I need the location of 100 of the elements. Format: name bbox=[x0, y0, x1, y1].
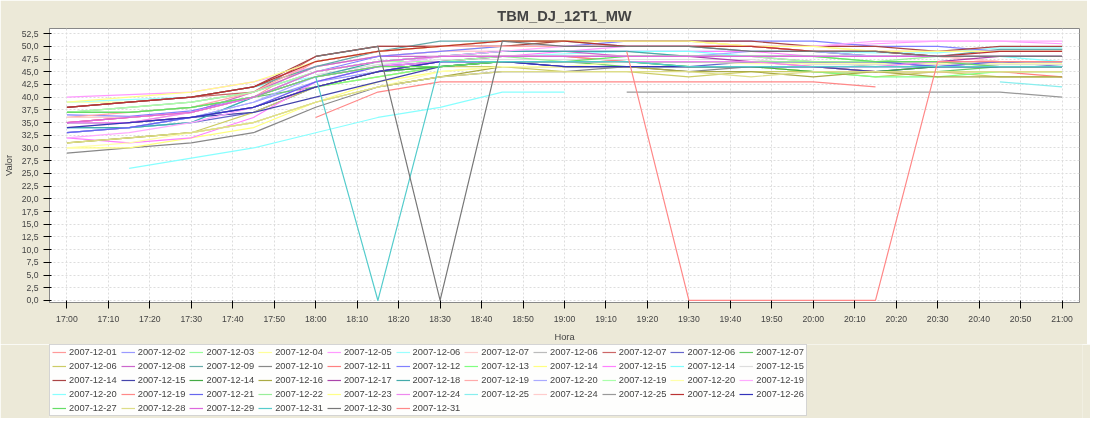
legend-label: 2007-12-06 bbox=[412, 347, 461, 357]
y-tick-label: 32,5 bbox=[21, 130, 39, 141]
legend-label: 2007-12-01 bbox=[69, 347, 117, 357]
legend-label: 2007-12-28 bbox=[137, 403, 186, 413]
legend-label: 2007-12-31 bbox=[412, 403, 461, 413]
x-tick-label: 19:30 bbox=[678, 313, 700, 324]
y-tick-label: 37,5 bbox=[21, 104, 39, 115]
x-tick-label: 20:20 bbox=[885, 313, 908, 324]
legend-label: 2007-12-12 bbox=[412, 361, 461, 371]
legend-label: 2007-12-20 bbox=[69, 389, 117, 399]
legend-label: 2007-12-13 bbox=[481, 361, 530, 371]
legend-label: 2007-12-07 bbox=[618, 347, 667, 357]
y-tick-label: 2,5 bbox=[26, 282, 39, 293]
legend-label: 2007-12-05 bbox=[343, 347, 392, 357]
legend-label: 2007-12-08 bbox=[137, 361, 186, 371]
legend-label: 2007-12-07 bbox=[756, 347, 804, 357]
y-tick-label: 25,0 bbox=[21, 168, 39, 179]
y-tick-label: 17,5 bbox=[21, 206, 39, 217]
legend-label: 2007-12-31 bbox=[275, 403, 323, 413]
y-tick-label: 15,0 bbox=[21, 219, 39, 230]
x-tick-label: 20:10 bbox=[843, 313, 866, 324]
x-tick-label: 18:00 bbox=[304, 313, 327, 324]
x-tick-label: 20:30 bbox=[926, 313, 949, 324]
legend-label: 2007-12-09 bbox=[206, 361, 255, 371]
y-tick-label: 10,0 bbox=[21, 244, 39, 255]
legend-label: 2007-12-06 bbox=[550, 347, 598, 357]
legend-label: 2007-12-24 bbox=[687, 389, 736, 399]
legend-label: 2007-12-14 bbox=[687, 361, 736, 371]
x-tick-label: 17:50 bbox=[263, 313, 286, 324]
legend-label: 2007-12-15 bbox=[756, 361, 804, 371]
legend-label: 2007-12-16 bbox=[275, 375, 323, 385]
x-tick-label: 18:40 bbox=[470, 313, 493, 324]
legend-label: 2007-12-23 bbox=[343, 389, 392, 399]
legend-label: 2007-12-19 bbox=[481, 375, 530, 385]
y-tick-label: 27,5 bbox=[21, 155, 39, 166]
legend-label: 2007-12-15 bbox=[618, 361, 667, 371]
legend-label: 2007-12-14 bbox=[69, 375, 117, 385]
legend-label: 2007-12-21 bbox=[206, 389, 255, 399]
legend-label: 2007-12-17 bbox=[343, 375, 392, 385]
y-tick-label: 7,5 bbox=[26, 257, 39, 268]
x-tick-label: 19:50 bbox=[760, 313, 783, 324]
x-tick-label: 17:10 bbox=[97, 313, 120, 324]
x-tick-label: 20:50 bbox=[1009, 313, 1032, 324]
x-tick-label: 18:10 bbox=[346, 313, 369, 324]
legend-label: 2007-12-25 bbox=[481, 389, 530, 399]
legend-label: 2007-12-18 bbox=[412, 375, 461, 385]
legend-label: 2007-12-25 bbox=[618, 389, 667, 399]
y-tick-label: 42,5 bbox=[21, 79, 39, 90]
y-tick-label: 12,5 bbox=[21, 231, 39, 242]
legend-label: 2007-12-06 bbox=[69, 361, 117, 371]
y-tick-label: 47,5 bbox=[21, 54, 39, 64]
legend-label: 2007-12-15 bbox=[137, 375, 186, 385]
legend-label: 2007-12-26 bbox=[756, 389, 804, 399]
legend-label: 2007-12-19 bbox=[618, 375, 667, 385]
x-tick-label: 18:50 bbox=[512, 313, 535, 324]
legend-label: 2007-12-06 bbox=[687, 347, 736, 357]
legend-label: 2007-12-04 bbox=[275, 347, 323, 357]
x-tick-label: 17:30 bbox=[180, 313, 203, 324]
x-axis-title: Hora bbox=[554, 331, 576, 342]
y-tick-label: 52,5 bbox=[21, 28, 39, 39]
x-tick-label: 19:10 bbox=[595, 313, 617, 324]
x-tick-label: 19:40 bbox=[719, 313, 742, 324]
legend-label: 2007-12-20 bbox=[687, 375, 736, 385]
x-tick-label: 17:40 bbox=[221, 313, 244, 324]
legend-label: 2007-12-29 bbox=[206, 403, 255, 413]
legend-label: 2007-12-19 bbox=[137, 389, 186, 399]
y-tick-label: 0,0 bbox=[26, 295, 39, 306]
y-tick-label: 40,0 bbox=[21, 92, 39, 103]
y-tick-label: 45,0 bbox=[21, 66, 39, 77]
x-tick-label: 18:30 bbox=[429, 313, 452, 324]
y-tick-label: 22,5 bbox=[21, 181, 39, 192]
legend-label: 2007-12-14 bbox=[206, 375, 255, 385]
x-tick-label: 17:20 bbox=[139, 313, 161, 324]
legend-label: 2007-12-20 bbox=[550, 375, 598, 385]
y-axis-title: Valor bbox=[3, 154, 14, 177]
x-tick-label: 19:20 bbox=[636, 313, 659, 324]
y-tick-label: 35,0 bbox=[21, 117, 39, 128]
legend-label: 2007-12-30 bbox=[343, 403, 392, 413]
x-tick-label: 20:40 bbox=[968, 313, 991, 324]
chart-title: TBM_DJ_12T1_MW bbox=[497, 7, 632, 24]
x-tick-label: 17:00 bbox=[56, 313, 78, 324]
legend-label: 2007-12-27 bbox=[69, 403, 117, 413]
legend-label: 2007-12-14 bbox=[550, 361, 598, 371]
legend-label: 2007-12-22 bbox=[275, 389, 323, 399]
legend-label: 2007-12-19 bbox=[756, 375, 804, 385]
x-tick-label: 19:00 bbox=[553, 313, 576, 324]
legend-label: 2007-12-02 bbox=[137, 347, 186, 357]
legend-label: 2007-12-03 bbox=[206, 347, 255, 357]
legend-label: 2007-12-24 bbox=[412, 389, 461, 399]
legend-label: 2007-12-11 bbox=[343, 361, 391, 371]
legend-label: 2007-12-07 bbox=[481, 347, 530, 357]
y-tick-label: 5,0 bbox=[26, 270, 39, 281]
y-tick-label: 50,0 bbox=[21, 41, 39, 52]
y-tick-label: 20,0 bbox=[21, 193, 39, 204]
x-tick-label: 18:20 bbox=[387, 313, 410, 324]
y-tick-label: 30,0 bbox=[21, 142, 39, 153]
legend-label: 2007-12-24 bbox=[550, 389, 598, 399]
x-tick-label: 21:00 bbox=[1051, 313, 1074, 324]
x-tick-label: 20:00 bbox=[802, 313, 825, 324]
legend-label: 2007-12-10 bbox=[275, 361, 323, 371]
